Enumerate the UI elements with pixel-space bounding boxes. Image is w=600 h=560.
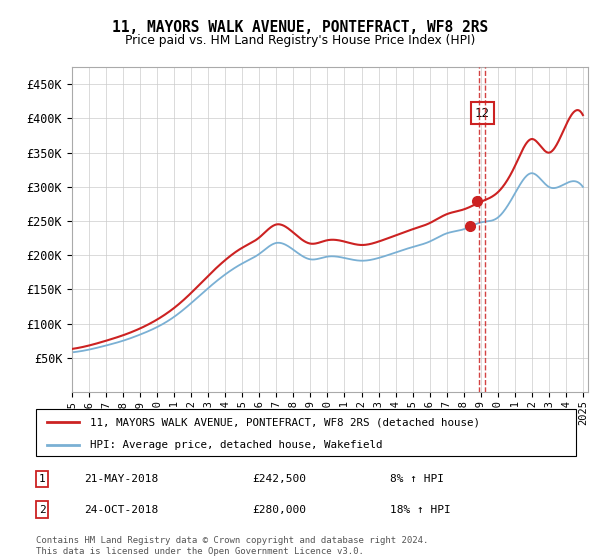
- Text: Contains HM Land Registry data © Crown copyright and database right 2024.
This d: Contains HM Land Registry data © Crown c…: [36, 536, 428, 556]
- Text: 2: 2: [38, 505, 46, 515]
- Text: £280,000: £280,000: [252, 505, 306, 515]
- FancyBboxPatch shape: [36, 409, 576, 456]
- Text: 24-OCT-2018: 24-OCT-2018: [84, 505, 158, 515]
- Text: 8% ↑ HPI: 8% ↑ HPI: [390, 474, 444, 484]
- Text: 21-MAY-2018: 21-MAY-2018: [84, 474, 158, 484]
- Text: 11, MAYORS WALK AVENUE, PONTEFRACT, WF8 2RS (detached house): 11, MAYORS WALK AVENUE, PONTEFRACT, WF8 …: [90, 417, 480, 427]
- Text: HPI: Average price, detached house, Wakefield: HPI: Average price, detached house, Wake…: [90, 440, 383, 450]
- Text: 1: 1: [38, 474, 46, 484]
- Text: 12: 12: [475, 106, 490, 119]
- Text: 11, MAYORS WALK AVENUE, PONTEFRACT, WF8 2RS: 11, MAYORS WALK AVENUE, PONTEFRACT, WF8 …: [112, 20, 488, 35]
- Text: £242,500: £242,500: [252, 474, 306, 484]
- Text: Price paid vs. HM Land Registry's House Price Index (HPI): Price paid vs. HM Land Registry's House …: [125, 34, 475, 46]
- Text: 18% ↑ HPI: 18% ↑ HPI: [390, 505, 451, 515]
